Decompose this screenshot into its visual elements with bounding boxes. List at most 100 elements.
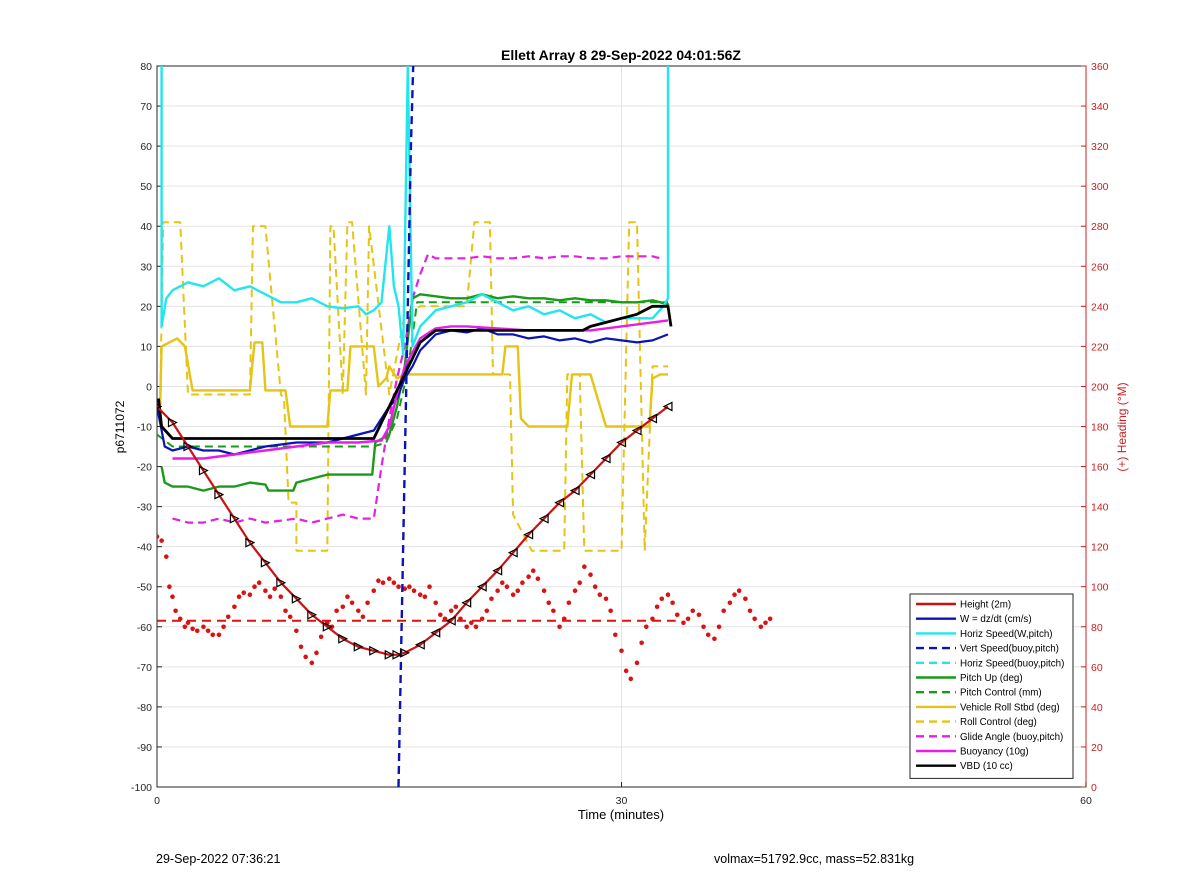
legend-label: VBD (10 cc) [960,761,1013,772]
y-tick-label: -70 [137,662,152,674]
heading-point [701,624,706,630]
height-marker [585,469,596,480]
heading-point [499,580,505,586]
heading-point [267,594,273,600]
height-marker [523,529,534,540]
legend-label: Glide Angle (buoy,pitch) [960,732,1063,743]
y-tick-label: -30 [137,502,152,514]
y-tick-label: 70 [140,101,152,113]
legend: Height (2m) W = dz/dt (cm/s) Horiz Speed(W… [909,593,1074,779]
heading-point [747,608,753,614]
y-tick-label: 0 [146,381,152,393]
y2-axis-label: (+) Heading (°M) [1115,382,1129,471]
heading-point [402,586,408,592]
y2-tick-label: 0 [1091,782,1097,794]
height-marker [229,513,240,524]
height-marker [616,437,627,448]
heading-point [417,592,423,598]
heading-point [216,632,222,638]
height-marker [276,577,287,588]
y-tick-label: 20 [140,301,152,313]
heading-point [294,628,299,634]
height-marker [353,641,364,652]
heading-point [386,576,392,582]
y-tick-label: 60 [140,141,152,153]
height-marker [507,547,518,558]
heading-point [484,608,490,614]
heading-point [597,592,603,598]
heading-point [298,644,304,650]
heading-point [221,624,226,630]
y-tick-label: -60 [137,622,152,634]
heading-point [712,636,717,642]
heading-point [557,624,562,630]
heading-point [716,624,722,630]
y-tick-label: 50 [140,181,152,193]
height-marker [461,597,472,608]
vbd-line [157,304,673,440]
heading-point [582,564,587,569]
height-marker [384,649,395,660]
heading-point [473,624,479,630]
heading-point [278,594,284,600]
y2-tick-label: 320 [1091,141,1109,153]
footer-mass-info: volmax=51792.9cc, mass=52.831kg [714,852,915,866]
heading-point [371,588,377,594]
height-marker [414,639,425,650]
heading-point [157,534,160,539]
y-tick-label: 40 [140,221,152,233]
height-marker [538,513,549,524]
heading-point [520,580,525,586]
heading-point [639,640,644,646]
y2-tick-label: 280 [1091,221,1109,233]
y2-tick-label: 160 [1091,462,1109,474]
y2-tick-label: 20 [1091,742,1103,754]
height-marker [214,489,225,500]
heading-point [654,604,660,610]
height-marker [198,465,209,476]
heading-point [391,580,397,586]
heading-point [159,538,164,543]
plot-area [157,66,773,787]
y-tick-label: -100 [131,782,152,794]
heading-point [236,594,242,600]
heading-point [201,624,206,630]
heading-point [727,600,733,606]
y-tick-label: -50 [137,582,152,594]
legend-label: Vehicle Roll Stbd (deg) [960,702,1060,713]
height-marker [291,593,302,604]
height-marker [569,485,580,496]
height-marker [445,615,456,626]
heading-point [670,600,675,606]
height-marker [369,645,380,656]
y2-tick-label: 120 [1091,542,1109,554]
heading-point [495,588,500,594]
y2-tick-label: 240 [1091,301,1109,313]
height-marker [631,425,642,436]
heading-point [256,580,262,586]
height-marker [492,565,503,576]
heading-point [396,584,401,590]
heading-point [365,600,370,606]
legend-label: Horiz Speed(buoy,pitch) [960,658,1064,669]
height-line [157,405,669,656]
heading-point [588,572,593,578]
heading-point [758,624,764,630]
height-marker [260,557,271,568]
y2-tick-label: 40 [1091,702,1103,714]
height-marker [183,441,194,452]
chart-title: Ellett Array 8 29-Sep-2022 04:01:56Z [501,47,741,63]
height-marker [322,621,333,632]
heading-point [608,608,613,614]
height-marker [392,649,403,660]
heading-point [272,586,277,592]
height-marker [167,417,178,428]
legend-box [909,593,1074,779]
heading-point [314,650,319,656]
y-tick-label: 10 [140,341,152,353]
heading-point [448,608,454,614]
y-tick-label: -40 [137,542,152,554]
heading-point [504,584,510,590]
heading-point [355,608,361,614]
heading-point [541,588,547,594]
